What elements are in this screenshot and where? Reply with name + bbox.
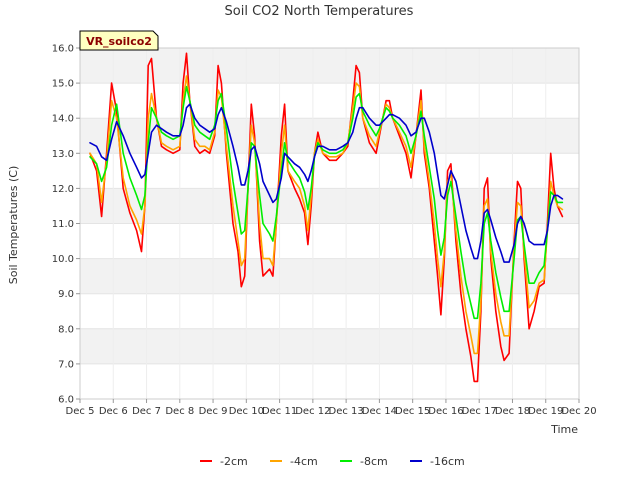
station-badge: VR_soilco2 bbox=[79, 30, 159, 51]
y-tick-label: 14.0 bbox=[52, 114, 74, 125]
x-tick-label: Dec 9 bbox=[199, 406, 228, 417]
chart-title: Soil CO2 North Temperatures bbox=[225, 4, 414, 19]
legend-label: -8cm bbox=[360, 455, 388, 468]
badge-label: VR_soilco2 bbox=[86, 35, 152, 48]
y-tick-label: 8.0 bbox=[58, 324, 74, 335]
x-tick-label: Dec 8 bbox=[165, 406, 194, 417]
badge-shape bbox=[79, 30, 159, 51]
x-tick-label: Dec 6 bbox=[99, 406, 128, 417]
x-tick-label: Dec 14 bbox=[362, 406, 397, 417]
x-tick-label: Dec 10 bbox=[229, 406, 264, 417]
y-tick-label: 7.0 bbox=[58, 359, 74, 370]
x-tick-label: Dec 15 bbox=[395, 406, 430, 417]
background-band bbox=[80, 258, 579, 294]
x-tick-label: Dec 7 bbox=[132, 406, 161, 417]
x-tick-label: Dec 19 bbox=[528, 406, 563, 417]
x-tick-label: Dec 18 bbox=[495, 406, 530, 417]
y-tick-label: 11.0 bbox=[52, 219, 74, 230]
y-tick-label: 9.0 bbox=[58, 289, 74, 300]
legend-label: -16cm bbox=[430, 455, 465, 468]
x-tick-label: Dec 20 bbox=[561, 406, 596, 417]
background-band bbox=[80, 48, 579, 84]
series-line-8cm bbox=[89, 85, 564, 320]
series-lines bbox=[89, 52, 564, 383]
x-tick-label: Dec 16 bbox=[428, 406, 463, 417]
legend-label: -4cm bbox=[290, 455, 318, 468]
legend-label: -2cm bbox=[220, 455, 248, 468]
y-tick-label: 10.0 bbox=[52, 254, 74, 265]
y-tick-label: 6.0 bbox=[58, 395, 74, 406]
x-tick-label: Dec 12 bbox=[295, 406, 330, 417]
y-axis-ticks: 6.0 7.0 8.0 9.0 10.0 11.0 12.0 13.0 14.0 15.0 16.0 bbox=[52, 44, 80, 406]
y-tick-label: 15.0 bbox=[52, 79, 74, 90]
background-band bbox=[80, 118, 579, 154]
y-tick-label: 16.0 bbox=[52, 44, 74, 55]
x-tick-label: Dec 11 bbox=[262, 406, 297, 417]
x-axis-label: Time bbox=[550, 423, 578, 436]
y-axis-label: Soil Temperatures (C) bbox=[7, 166, 20, 285]
series-line-16cm bbox=[89, 103, 564, 263]
y-tick-label: 13.0 bbox=[52, 149, 74, 160]
background-band bbox=[80, 328, 579, 364]
x-tick-label: Dec 5 bbox=[66, 406, 95, 417]
legend: -2cm -4cm -8cm -16cm bbox=[200, 455, 465, 468]
x-tick-label: Dec 13 bbox=[329, 406, 364, 417]
y-tick-label: 12.0 bbox=[52, 184, 74, 195]
background-band bbox=[80, 188, 579, 224]
x-tick-label: Dec 17 bbox=[462, 406, 497, 417]
